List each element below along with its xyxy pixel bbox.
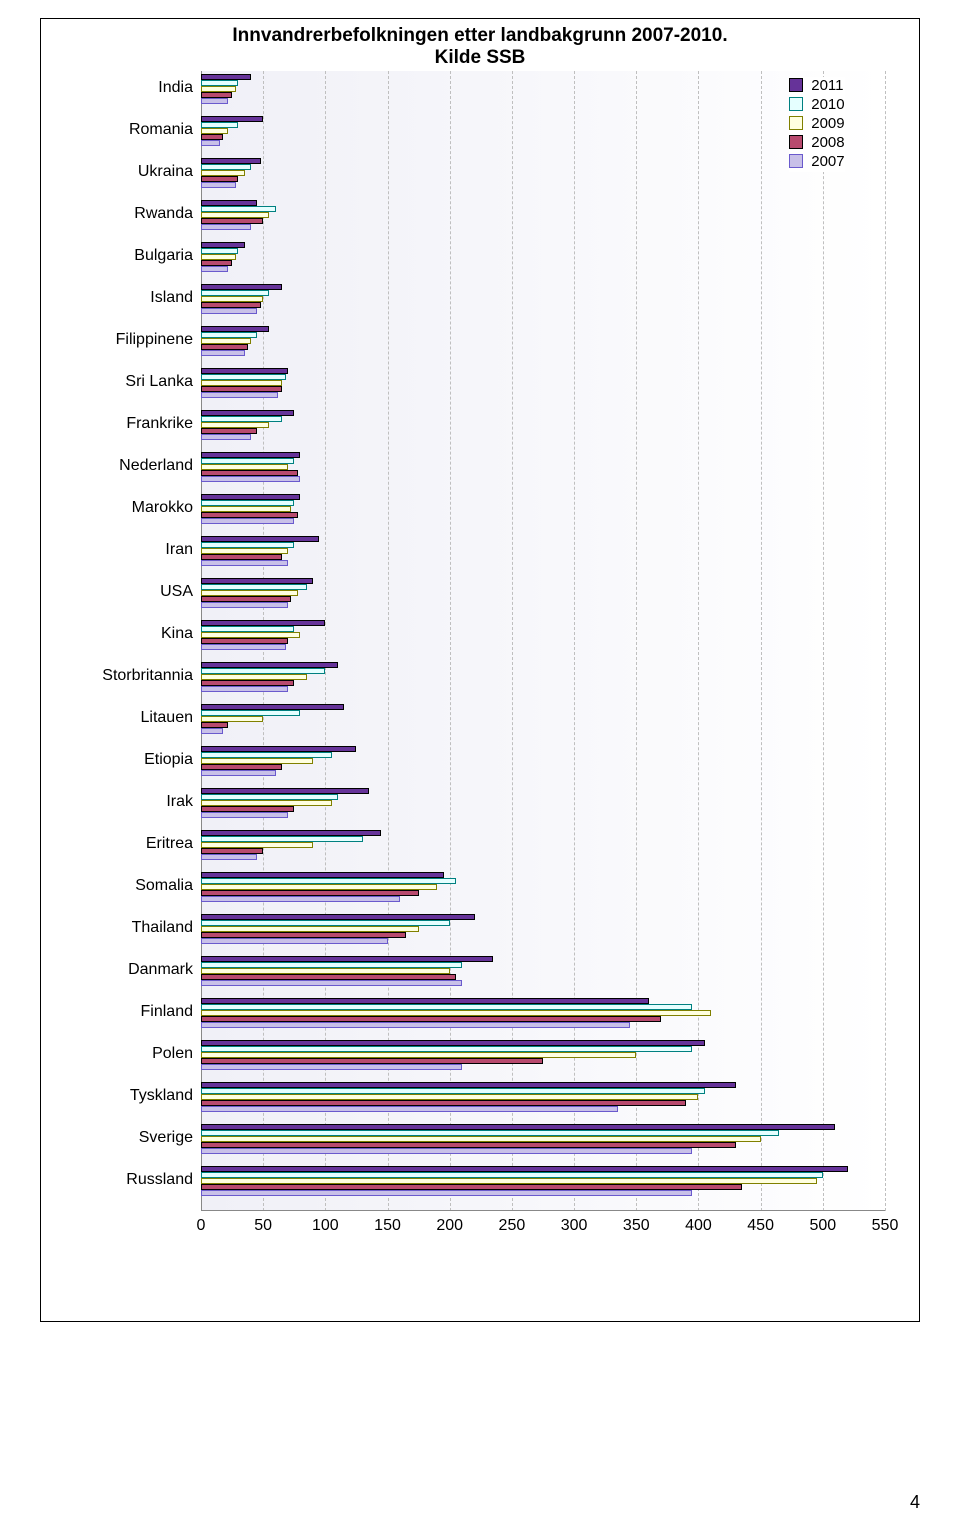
bar (201, 854, 257, 860)
legend-item: 2009 (789, 115, 844, 132)
bar (201, 896, 400, 902)
bar (201, 980, 462, 986)
y-tick-label: India (45, 79, 193, 97)
bar (201, 266, 228, 272)
bar (201, 602, 288, 608)
x-axis (201, 1210, 885, 1211)
y-tick-label: Frankrike (45, 415, 193, 433)
y-tick-label: Kina (45, 625, 193, 643)
y-tick-label: Tyskland (45, 1087, 193, 1105)
legend-swatch (789, 154, 803, 168)
bar (201, 224, 251, 230)
page-number: 4 (910, 1492, 920, 1513)
y-tick-label: Irak (45, 793, 193, 811)
bar (201, 1106, 618, 1112)
y-tick-label: Litauen (45, 709, 193, 727)
y-tick-label: Polen (45, 1045, 193, 1063)
y-tick-label: Eritrea (45, 835, 193, 853)
legend-label: 2011 (811, 77, 843, 94)
legend-item: 2010 (789, 96, 844, 113)
y-tick-label: Ukraina (45, 163, 193, 181)
bar (201, 938, 388, 944)
y-tick-label: Thailand (45, 919, 193, 937)
x-tick-label: 500 (809, 1217, 836, 1235)
bar (201, 644, 286, 650)
y-tick-label: USA (45, 583, 193, 601)
y-tick-label: Sri Lanka (45, 373, 193, 391)
y-tick-label: Etiopia (45, 751, 193, 769)
bar (201, 560, 288, 566)
bar (201, 1022, 630, 1028)
y-tick-label: Bulgaria (45, 247, 193, 265)
bar (201, 770, 276, 776)
chart-frame: Innvandrerbefolkningen etter landbakgrun… (40, 18, 920, 1322)
chart-title-line1: Innvandrerbefolkningen etter landbakgrun… (41, 25, 919, 47)
x-tick-label: 0 (197, 1217, 206, 1235)
bar (201, 1190, 692, 1196)
bar (201, 476, 300, 482)
legend-swatch (789, 78, 803, 92)
x-tick-label: 150 (374, 1217, 401, 1235)
y-tick-label: Romania (45, 121, 193, 139)
x-tick-label: 50 (254, 1217, 272, 1235)
y-tick-label: Island (45, 289, 193, 307)
legend-swatch (789, 135, 803, 149)
bar (201, 518, 294, 524)
y-tick-label: Filippinene (45, 331, 193, 349)
chart-title-line2: Kilde SSB (41, 47, 919, 69)
y-tick-label: Marokko (45, 499, 193, 517)
page: Innvandrerbefolkningen etter landbakgrun… (0, 0, 960, 1539)
bar (201, 812, 288, 818)
legend-item: 2007 (789, 153, 844, 170)
chart-title: Innvandrerbefolkningen etter landbakgrun… (41, 25, 919, 69)
x-tick-label: 550 (872, 1217, 899, 1235)
bar (201, 350, 245, 356)
gridline (761, 71, 762, 1211)
plot-wrap (201, 71, 885, 1211)
legend-label: 2009 (811, 115, 844, 132)
legend-item: 2011 (789, 77, 844, 94)
y-tick-label: Sverige (45, 1129, 193, 1147)
x-tick-label: 400 (685, 1217, 712, 1235)
bar (201, 1064, 462, 1070)
y-tick-label: Nederland (45, 457, 193, 475)
bar (201, 1148, 692, 1154)
x-tick-label: 350 (623, 1217, 650, 1235)
legend-label: 2008 (811, 134, 844, 151)
x-tick-label: 450 (747, 1217, 774, 1235)
x-tick-label: 200 (436, 1217, 463, 1235)
gridline (823, 71, 824, 1211)
y-tick-label: Rwanda (45, 205, 193, 223)
bar (201, 308, 257, 314)
y-tick-label: Somalia (45, 877, 193, 895)
gridline (885, 71, 886, 1211)
legend-label: 2007 (811, 153, 844, 170)
y-tick-label: Iran (45, 541, 193, 559)
bar (201, 140, 220, 146)
bar (201, 434, 251, 440)
bar (201, 686, 288, 692)
y-tick-label: Storbritannia (45, 667, 193, 685)
y-tick-label: Danmark (45, 961, 193, 979)
bar (201, 392, 278, 398)
legend-item: 2008 (789, 134, 844, 151)
y-tick-label: Russland (45, 1171, 193, 1189)
bar (201, 728, 223, 734)
legend-swatch (789, 116, 803, 130)
legend-swatch (789, 97, 803, 111)
x-tick-label: 100 (312, 1217, 339, 1235)
bar (201, 182, 236, 188)
y-tick-label: Finland (45, 1003, 193, 1021)
x-tick-label: 250 (499, 1217, 526, 1235)
x-tick-label: 300 (561, 1217, 588, 1235)
legend-label: 2010 (811, 96, 844, 113)
plot-area (201, 71, 885, 1211)
legend: 2011 2010 2009 2008 2007 (789, 77, 844, 172)
bar (201, 98, 228, 104)
